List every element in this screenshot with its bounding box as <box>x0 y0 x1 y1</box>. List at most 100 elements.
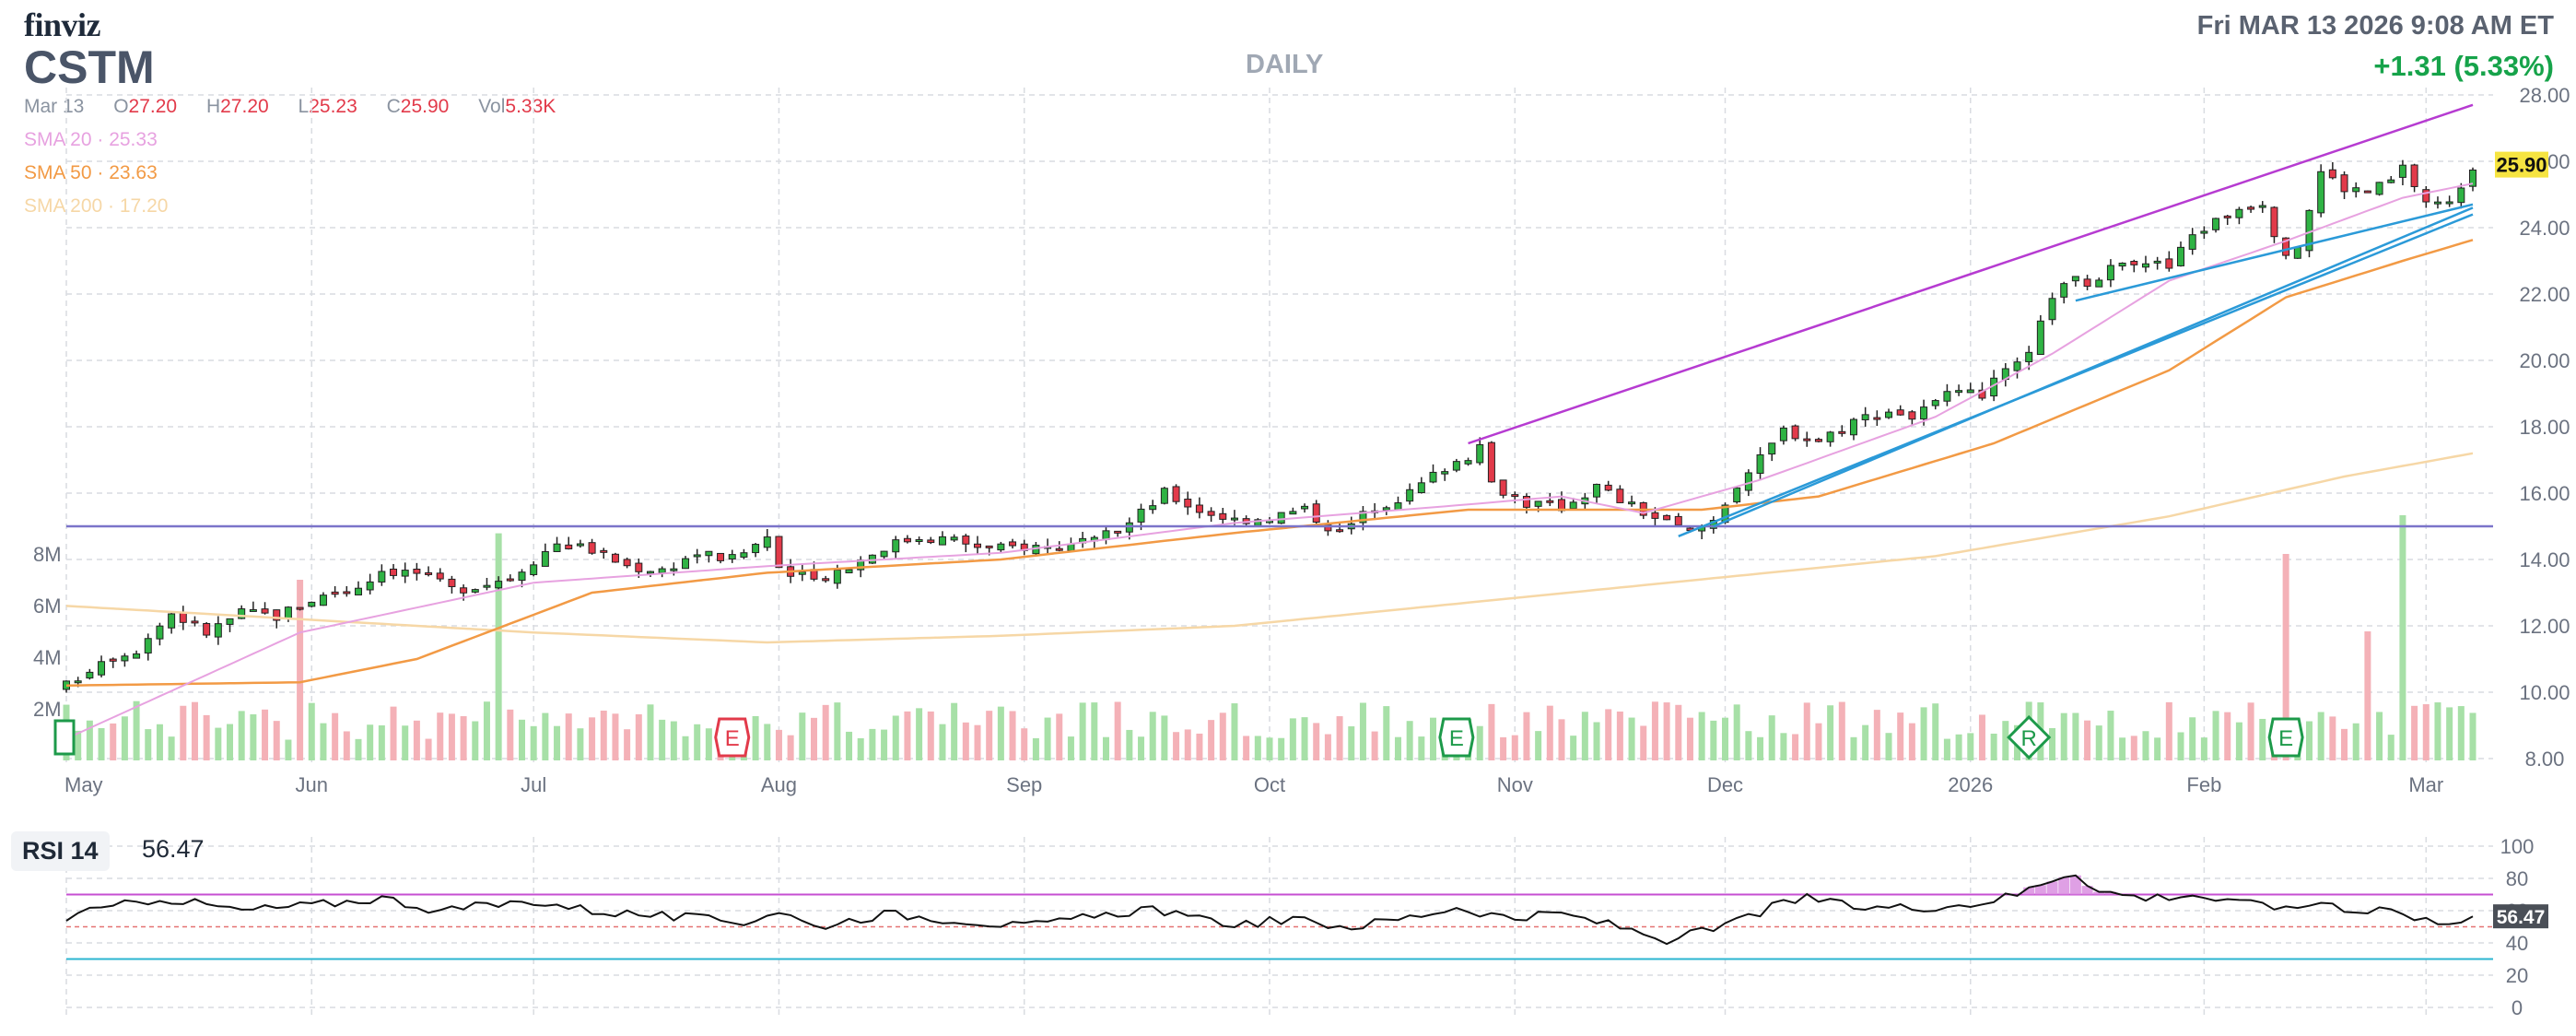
candle-up <box>1849 418 1857 436</box>
candle-up <box>2106 265 2114 281</box>
volume-bar <box>857 737 864 760</box>
volume-bar <box>156 724 163 760</box>
close-value: 25.90 <box>400 96 450 117</box>
volume-bar <box>2130 736 2137 760</box>
volume-bar <box>2259 718 2266 760</box>
candle-up <box>2141 263 2149 268</box>
volume-bar <box>1500 736 1507 760</box>
volume-bar <box>2212 711 2219 760</box>
quote-datetime: Fri MAR 13 2026 9:08 AM ET <box>2196 11 2554 41</box>
candle-up <box>892 539 900 553</box>
candle-down <box>1487 441 1495 483</box>
volume-bar <box>168 736 175 760</box>
volume-bar <box>2446 707 2453 760</box>
candle-down <box>775 536 783 569</box>
volume-bar <box>121 716 128 760</box>
candle-up <box>740 552 748 558</box>
price-axis-label: 20.00 <box>2519 349 2570 372</box>
month-label: Dec <box>1707 773 1743 796</box>
candle-up <box>553 543 561 552</box>
volume-bar <box>191 701 198 760</box>
candle-up <box>1137 508 1145 523</box>
candle-up <box>950 536 958 541</box>
candle-up <box>2457 187 2465 204</box>
volume-bar <box>1418 736 1425 760</box>
candle-down <box>413 568 421 574</box>
candle-up <box>86 671 94 679</box>
volume-bar <box>1757 736 1764 760</box>
candle-up <box>693 554 701 558</box>
price-axis-label: 22.00 <box>2519 283 2570 306</box>
volume-bar <box>869 728 876 760</box>
volume-bar <box>1838 701 1845 760</box>
month-label: Jul <box>521 773 546 796</box>
sma50-legend: SMA 50 · 23.63 <box>24 162 158 183</box>
candle-up <box>2212 218 2220 230</box>
volume-bar <box>1535 731 1542 760</box>
candle-down <box>343 591 351 595</box>
candle-up <box>1885 411 1893 418</box>
candle-up <box>1417 482 1425 494</box>
volume-bar <box>764 724 771 760</box>
volume-bar <box>892 715 899 760</box>
candle-up <box>705 550 713 557</box>
volume-bar <box>834 702 841 760</box>
volume-bar <box>624 729 631 760</box>
volume-bar <box>1932 703 1939 760</box>
candle-down <box>962 536 970 545</box>
volume-bar <box>75 730 82 760</box>
candle-up <box>2293 246 2301 259</box>
volume-bar <box>705 728 712 760</box>
candle-up <box>880 550 888 558</box>
volume-axis-label: 4M <box>33 646 62 669</box>
candle-down <box>203 622 211 636</box>
candle-down <box>1336 529 1344 533</box>
candle-up <box>1569 501 1577 510</box>
candle-up <box>308 601 316 607</box>
volume-bar <box>1675 704 1682 760</box>
volume-bar <box>2352 723 2359 760</box>
candle-up <box>2258 205 2266 208</box>
candle-up <box>518 571 526 582</box>
candle-up <box>1768 442 1776 455</box>
event-marker-label: E <box>1449 726 1464 751</box>
volume-bar <box>1710 720 1717 760</box>
candle-up <box>1230 517 1238 521</box>
volume-bar <box>2224 712 2231 760</box>
volume-bar <box>1663 702 1670 760</box>
volume-bar <box>1978 714 1985 760</box>
candle-up <box>1429 471 1437 483</box>
volume-bar <box>448 713 455 760</box>
candle-down <box>588 542 596 554</box>
volume-bar <box>320 723 327 760</box>
volume-bar <box>1897 712 1904 760</box>
volume-bar <box>997 706 1004 760</box>
volume-bar <box>1476 725 1483 760</box>
volume-bar <box>1149 712 1156 760</box>
candle-down <box>109 658 117 662</box>
volume-bar <box>273 721 280 760</box>
candle-up <box>1289 511 1297 515</box>
volume-bar <box>659 719 666 760</box>
candle-up <box>121 655 129 662</box>
candle-up <box>226 618 234 625</box>
candle-up <box>1931 400 1939 406</box>
month-label: 2026 <box>1948 773 1993 796</box>
candle-up <box>2153 260 2161 264</box>
finviz-logo[interactable]: finviz <box>24 6 101 43</box>
candle-down <box>623 559 631 567</box>
volume-axis-label: 8M <box>33 543 62 566</box>
volume-bar <box>2002 721 2009 760</box>
candle-up <box>1359 511 1367 524</box>
volume-bar <box>2060 712 2067 760</box>
volume-bar <box>2189 717 2196 760</box>
volume-bar <box>1511 735 1518 760</box>
volume-bar <box>390 706 397 760</box>
volume-bar <box>1021 728 1028 760</box>
candle-up <box>74 680 82 684</box>
volume-bar <box>437 712 444 760</box>
candle-up <box>1861 414 1869 420</box>
volume-bar <box>402 725 409 760</box>
month-label: Sep <box>1006 773 1042 796</box>
